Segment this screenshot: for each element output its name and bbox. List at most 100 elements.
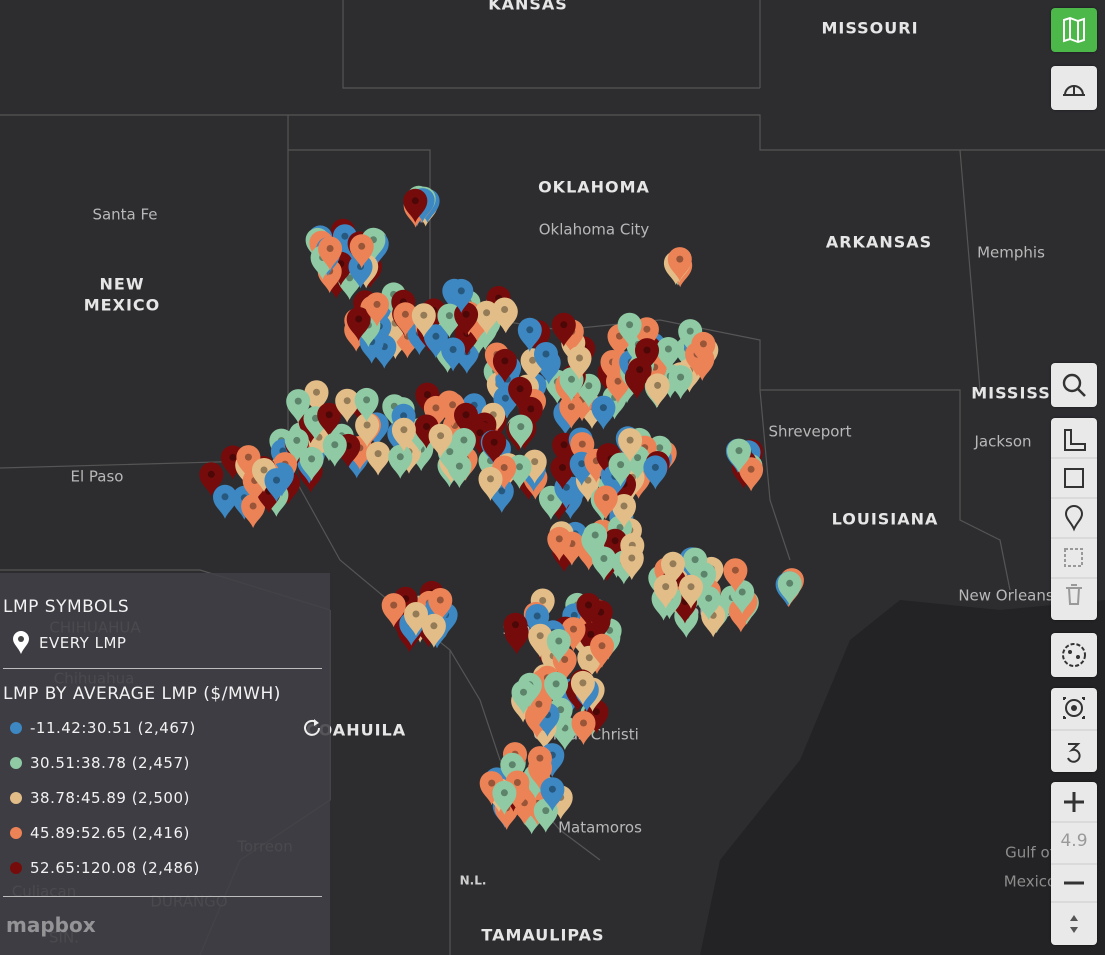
pin-hole (326, 245, 334, 252)
map-label: Memphis (977, 244, 1045, 262)
pin-hole (705, 594, 713, 602)
pin-hole (536, 754, 544, 762)
pin-body (354, 387, 379, 422)
map-label: Shreveport (769, 423, 852, 441)
lmp-pin (668, 365, 693, 400)
map-button[interactable] (1051, 8, 1097, 52)
lmp-pin (546, 629, 571, 663)
pin-hole (294, 397, 302, 405)
legend-class-label: 30.51:38.78 (2,457) (30, 754, 190, 772)
pin-body (447, 454, 472, 489)
pin-body (612, 494, 636, 528)
pin-hole (501, 394, 509, 402)
pin-hole (578, 440, 586, 448)
pin-hole (513, 779, 521, 786)
lmp-pin (454, 302, 479, 337)
lmp-pin (692, 562, 717, 597)
pin-body (318, 236, 343, 271)
cluster-button[interactable] (1051, 633, 1097, 677)
legend-class[interactable]: 45.89:52.65 (2,416) (10, 824, 190, 842)
pin-hole (542, 350, 550, 358)
pin-body (643, 455, 668, 490)
pin-hole (390, 601, 398, 609)
pin-hole (533, 612, 541, 620)
legend-swatch (10, 722, 22, 734)
pin-hole (626, 321, 634, 329)
pin-body (449, 278, 474, 313)
pin-hole (614, 377, 622, 385)
view-tools[interactable] (1051, 688, 1097, 772)
gulf (700, 600, 1105, 955)
pin-hole (527, 405, 535, 413)
legend-class[interactable]: 38.78:45.89 (2,500) (10, 789, 190, 807)
lmp-pin (550, 455, 575, 490)
refresh-icon[interactable] (302, 717, 322, 737)
pin-hole (539, 597, 547, 604)
map-label: LOUISIANA (832, 510, 939, 529)
pin-body (527, 746, 552, 781)
pin-hole (508, 761, 516, 769)
lmp-pin (264, 468, 289, 503)
lmp-pin (617, 312, 642, 347)
pin-body (414, 414, 439, 449)
search-button[interactable] (1051, 363, 1097, 407)
pin-body (667, 247, 692, 282)
pin-hole (500, 464, 508, 471)
lmp-pin (492, 455, 517, 490)
lmp-pin (518, 396, 543, 431)
lmp-pin (478, 466, 503, 501)
pin-hole (363, 421, 371, 429)
layers-button[interactable] (1051, 66, 1097, 110)
lmp-pin (252, 458, 276, 492)
lmp-pin (608, 452, 633, 487)
lmp-pin (317, 402, 342, 437)
lmp-pin (322, 432, 347, 467)
zoom-control[interactable]: 4.9 (1051, 782, 1097, 945)
pin-body (567, 346, 592, 380)
pin-hole (308, 455, 316, 463)
pin-hole (547, 494, 555, 502)
pin-hole (343, 397, 351, 405)
lmp-pin (365, 292, 389, 327)
pin-hole (552, 680, 560, 688)
pin-body (428, 588, 453, 622)
pin-hole (437, 432, 445, 440)
legend-class[interactable]: 30.51:38.78 (2,457) (10, 754, 190, 772)
pin-body (661, 551, 685, 586)
legend-class-label: 52.65:120.08 (2,486) (30, 859, 200, 877)
pin-hole (449, 346, 457, 353)
draw-tools[interactable] (1051, 418, 1097, 620)
legend-class-label: 45.89:52.65 (2,416) (30, 824, 190, 842)
pin-hole (498, 487, 506, 495)
pin-hole (561, 656, 569, 663)
lmp-pin (508, 414, 533, 449)
pin-hole (436, 596, 444, 604)
lmp-pin (355, 413, 380, 447)
pin-hole (548, 785, 556, 793)
map-label: ARKANSAS (826, 233, 932, 252)
pin-hole (747, 465, 755, 473)
lmp-pin (653, 574, 678, 609)
pin-hole (293, 436, 301, 444)
pin-body (653, 574, 678, 609)
lmp-pin (603, 528, 628, 563)
lmp-pin (612, 494, 636, 528)
lmp-pin (332, 224, 357, 259)
legend-class-label: -11.42:30.51 (2,467) (30, 719, 196, 737)
lmp-pin (522, 449, 547, 484)
pin-hole (559, 464, 566, 471)
pin-body (441, 337, 466, 372)
legend-swatch (10, 792, 22, 804)
map-label: Santa Fe (92, 206, 157, 224)
lmp-pin (635, 338, 659, 373)
lmp-pin (696, 586, 721, 621)
legend-class[interactable]: 52.65:120.08 (2,486) (10, 859, 200, 877)
legend-class[interactable]: -11.42:30.51 (2,467) (10, 719, 196, 737)
pin-hole (643, 325, 651, 333)
pin-hole (592, 708, 600, 716)
pin-body (683, 547, 708, 582)
pin-body (522, 449, 547, 484)
lmp-pin (618, 428, 643, 463)
pin-body (199, 462, 224, 497)
pin-hole (346, 274, 354, 282)
